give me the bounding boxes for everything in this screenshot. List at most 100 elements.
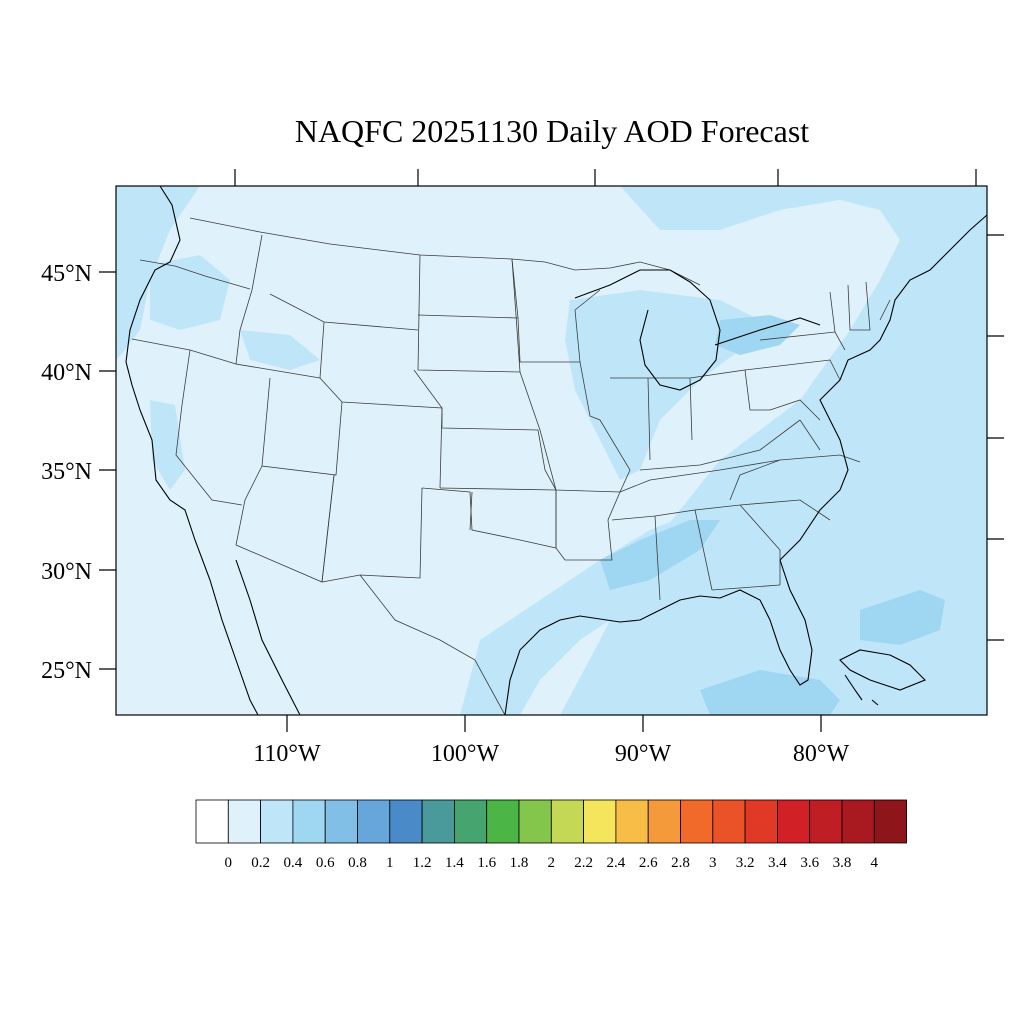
- map-frame: [115, 185, 988, 716]
- lat-label-35n: 35°N: [41, 459, 92, 485]
- colorbar-label: 3.6: [800, 855, 819, 871]
- aod-region-atlantic: [560, 186, 987, 715]
- lat-label-40n: 40°N: [41, 360, 92, 386]
- colorbar-box: [357, 799, 391, 844]
- colorbar-label: 0.2: [251, 855, 270, 871]
- arkansas-louisiana-border: [555, 490, 621, 561]
- west-coast: [125, 185, 259, 716]
- illinois-indiana-ohio-borders: [610, 369, 770, 461]
- aod-region-nevada: [150, 400, 185, 490]
- colorbar-box: [227, 799, 262, 844]
- us-canada-border: [189, 217, 701, 286]
- texas-border: [359, 491, 506, 716]
- colorbar-labels: 0 0.2 0.4 0.6 0.8 1 1.2 1.4 1.6 1.8 2 2.2 2.4 2.6 2.8 3…: [225, 855, 879, 871]
- colorbar-box: [583, 799, 617, 844]
- colorbar-box: [292, 799, 326, 844]
- lon-label-90w: 90°W: [615, 741, 672, 767]
- colorbar-label: 2.2: [574, 855, 593, 871]
- utah-border: [261, 377, 343, 476]
- colorbar-label: 3: [709, 855, 717, 871]
- coastlines: [125, 185, 988, 716]
- colorbar-label: 2: [548, 855, 556, 871]
- colorbar-box: [486, 799, 520, 844]
- colorbar-box: [195, 799, 229, 844]
- colorbar-label: 4: [871, 855, 879, 871]
- map-panel: 45°N 40°N 35°N 30°N 25°N 110°W 100°W 90°…: [41, 169, 1004, 767]
- baja-gulf-coast: [235, 559, 301, 716]
- colorbar-label: 0.6: [316, 855, 335, 871]
- colorbar-box: [744, 799, 778, 844]
- lon-label-80w: 80°W: [793, 741, 850, 767]
- aod-region-northwest: [116, 186, 200, 360]
- colorbar-box: [680, 799, 714, 844]
- cuba-coast: [839, 649, 926, 691]
- mexico-gulf-coast: [504, 559, 813, 716]
- colorbar-box: [809, 799, 843, 844]
- left-ticks: [99, 271, 116, 670]
- aod-region-great-lakes: [565, 290, 760, 480]
- lon-label-110w: 110°W: [253, 741, 321, 767]
- state-boundaries: [131, 217, 891, 716]
- colorbar: 0 0.2 0.4 0.6 0.8 1 1.2 1.4 1.6 1.8 2 2.2 2.4 2.6 2.8 3…: [195, 799, 907, 871]
- colorbar-label: 2.6: [639, 855, 658, 871]
- bottom-ticks: [286, 715, 822, 732]
- bahamas-coast: [844, 674, 879, 706]
- colorbar-label: 1: [386, 855, 394, 871]
- colorbar-box: [777, 799, 811, 844]
- colorbar-box: [518, 799, 552, 844]
- colorbar-label: 0.4: [284, 855, 303, 871]
- washington-oregon-border: [139, 259, 251, 290]
- colorbar-box: [389, 799, 423, 844]
- lat-label-30n: 30°N: [41, 559, 92, 585]
- top-ticks: [234, 169, 977, 186]
- colorbar-label: 1.8: [510, 855, 529, 871]
- virginia-border: [769, 399, 821, 451]
- colorbar-label: 1.6: [477, 855, 496, 871]
- dakotas-border: [417, 254, 521, 373]
- nevada-utah-border: [175, 349, 243, 506]
- lat-label-45n: 45°N: [41, 261, 92, 287]
- colorbar-box: [324, 799, 358, 844]
- colorbar-label: 1.4: [445, 855, 464, 871]
- colorbar-box: [260, 799, 294, 844]
- northeast-borders: [744, 281, 891, 381]
- great-lakes-shoreline: [574, 269, 821, 391]
- colorbar-box: [550, 799, 584, 844]
- colorbar-label: 2.4: [607, 855, 626, 871]
- colorbar-label: 2.8: [671, 855, 690, 871]
- florida-border: [711, 584, 781, 591]
- colorbar-box: [873, 799, 907, 844]
- colorbar-box: [647, 799, 681, 844]
- tennessee-kentucky-border: [619, 419, 861, 493]
- latitude-labels: 45°N 40°N 35°N 30°N 25°N: [41, 261, 92, 684]
- colorbar-label: 3.2: [736, 855, 755, 871]
- colorbar-box: [712, 799, 746, 844]
- colorbar-label: 0.8: [348, 855, 367, 871]
- aod-region-idaho-plume: [240, 330, 320, 370]
- map-title: NAQFC 20251130 Daily AOD Forecast: [295, 113, 809, 149]
- aod-region-caribbean: [860, 590, 945, 645]
- east-coast: [779, 214, 988, 561]
- aod-region-oregon: [150, 255, 230, 330]
- lon-label-100w: 100°W: [431, 741, 500, 767]
- colorbar-boxes: [195, 799, 907, 844]
- longitude-labels: 110°W 100°W 90°W 80°W: [253, 741, 849, 767]
- colorbar-box: [615, 799, 649, 844]
- georgia-carolina-borders: [694, 459, 831, 585]
- aod-region-lake-ontario: [715, 315, 800, 355]
- idaho-border: [235, 234, 321, 379]
- north-south-dakota-border: [417, 314, 519, 319]
- colorbar-label: 1.2: [413, 855, 432, 871]
- colorbar-label: 3.4: [768, 855, 787, 871]
- aod-region-lower-mississippi: [600, 520, 720, 590]
- minnesota-iowa-border: [511, 258, 601, 363]
- right-ticks: [987, 234, 1004, 641]
- colorbar-box: [453, 799, 488, 844]
- colorbar-box: [421, 799, 455, 844]
- lat-label-25n: 25°N: [41, 658, 92, 684]
- colorbar-label: 3.8: [833, 855, 852, 871]
- colorbar-label: 0: [225, 855, 233, 871]
- missouri-border: [519, 361, 631, 493]
- colorbar-box: [841, 799, 875, 844]
